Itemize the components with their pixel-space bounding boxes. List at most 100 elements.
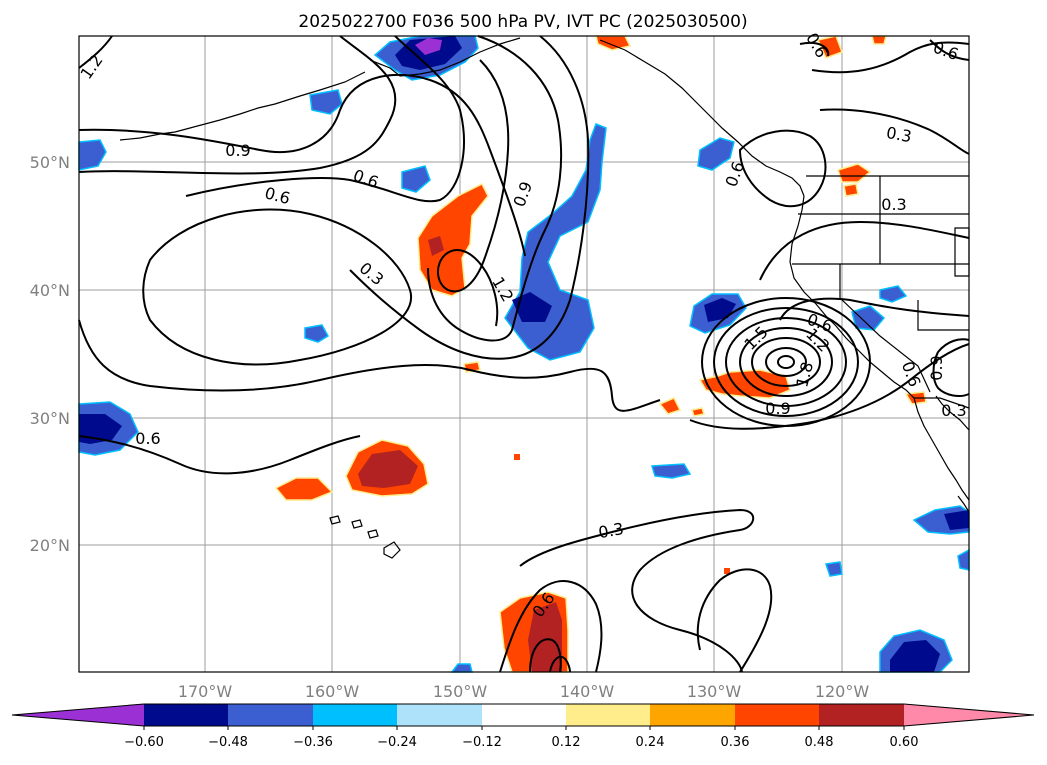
colorbar-extend-max — [904, 704, 1034, 726]
colorbar-bin — [397, 704, 482, 726]
ivt-ring-0.6 — [713, 307, 859, 417]
ivt-contour-0.9-jet — [427, 35, 563, 342]
colorbar-extend-min — [12, 704, 144, 726]
colorbar-bin — [650, 704, 735, 726]
ivt-contour-0.3-mid — [142, 208, 413, 366]
ivt-contours — [78, 35, 970, 673]
pv-neg-core-118w-21n — [944, 510, 969, 530]
ivt-contour-0.6-lower — [78, 319, 661, 412]
colorbar-bin — [144, 704, 228, 726]
colorbar: −0.60 −0.48 −0.36 −0.24 −0.12 0.12 0.24 0.36 0.4… — [11, 703, 1035, 750]
pv-pos-core-hawaii-north — [358, 450, 418, 488]
pv-pos-patch-ne-corner — [816, 35, 843, 59]
colorbar-bin — [735, 704, 819, 726]
contour-label: 0.6 — [135, 429, 160, 448]
ivt-contour-0.6-ne — [811, 41, 970, 74]
colorbar-tick-label: 0.36 — [721, 735, 750, 750]
lat-label-40n: 40°N — [30, 281, 70, 300]
coastline-alaska — [369, 37, 521, 77]
border-az-east — [917, 300, 969, 331]
pv-pos-streamer-core — [428, 236, 444, 256]
pv-pos-patch-133w-30n — [691, 407, 705, 417]
ivt-contour-0.3-south-loop — [499, 580, 603, 673]
pv-pos-dot-128w-17n — [724, 568, 730, 574]
pv-neg-patch-168w — [304, 324, 330, 343]
coastlines — [119, 37, 970, 559]
colorbar-tick-label: 0.48 — [805, 735, 834, 750]
figure-title: 2025022700 F036 500 hPa PV, IVT PC (2025… — [298, 12, 747, 32]
colorbar-tick-label: −0.12 — [462, 735, 502, 750]
ivt-contour-0.9-east-ring — [932, 338, 970, 397]
pv-pos-streamer — [417, 182, 489, 297]
border-us-mexico — [914, 397, 970, 409]
contour-label: 0.3 — [885, 123, 913, 146]
pv-neg-patch-gulf-small — [309, 89, 343, 115]
ivt-ring-0.9 — [725, 317, 847, 407]
ivt-contour-0.3-sw-east — [696, 568, 773, 673]
ivt-contour-0.6-loop — [185, 35, 465, 203]
colorbar-bin — [313, 704, 397, 726]
pv-pos-patch-bc-tiny — [843, 183, 859, 197]
pv-neg-patch-bc — [697, 137, 735, 171]
pv-pos-patch-cutoff-low — [698, 369, 791, 399]
lat-label-30n: 30°N — [30, 409, 70, 428]
colorbar-tick-label: 0.12 — [552, 735, 581, 750]
contour-label: 0.3 — [597, 519, 625, 542]
lat-labels: 50°N 40°N 30°N 20°N — [30, 153, 70, 555]
hawaii-maui — [367, 529, 379, 539]
lon-label-170w: 170°W — [178, 682, 233, 701]
colorbar-bin — [228, 704, 313, 726]
pv-neg-patch-124w-16n — [825, 561, 843, 577]
colorbar-tick-label: 0.60 — [890, 735, 919, 750]
lon-label-150w: 150°W — [433, 682, 488, 701]
lat-label-20n: 20°N — [30, 536, 70, 555]
map-frame — [78, 35, 970, 673]
coastline-baja-east — [935, 395, 970, 431]
ivt-ring-1.2 — [739, 327, 833, 397]
lon-label-130w: 130°W — [687, 682, 742, 701]
hawaii-big-island — [383, 541, 401, 559]
colorbar-tick-label: 0.24 — [636, 735, 665, 750]
lat-label-50n: 50°N — [30, 153, 70, 172]
pv-neg-patch-50n-small — [401, 165, 431, 193]
pv-neg-patch-135w-26n — [651, 463, 692, 479]
colorbar-tick-label: −0.36 — [293, 735, 333, 750]
ivt-contour-0.3-east-ring — [759, 220, 970, 281]
ivt-contour-0.6-ne-small — [929, 39, 970, 61]
ivt-ring-2.1 — [777, 355, 795, 369]
ivt-contour-1.2-nw — [78, 35, 113, 69]
pv-pos-patch-ne-small — [871, 35, 887, 45]
coastline-mexico — [957, 495, 970, 513]
pv-neg-peak-alaska — [415, 38, 442, 55]
pv-neg-patch-121w-41n — [879, 285, 908, 303]
lon-label-160w: 160°W — [305, 682, 360, 701]
lon-labels: 170°W 160°W 150°W 140°W 130°W 120°W — [178, 682, 870, 701]
ivt-contour-1.2-jet — [437, 59, 510, 327]
coastline-se-alaska-bc — [599, 39, 805, 197]
map-panel: 1.2 0.9 0.6 0.6 0.3 0.9 1.2 0.6 0.3 0.3 … — [76, 29, 970, 673]
ivt-contour-0.6-south-inner — [529, 638, 562, 673]
pv-pos-patch-134w-31n — [658, 397, 682, 415]
colorbar-bin — [819, 704, 904, 726]
colorbar-bin — [482, 704, 566, 726]
ivt-ring-1.8 — [765, 347, 807, 377]
colorbar-tick-label: −0.24 — [377, 735, 417, 750]
ivt-contour-0.3-ne-bay — [799, 42, 830, 57]
lon-label-140w: 140°W — [560, 682, 615, 701]
pv-pos-patch-bc-small — [837, 163, 872, 183]
ivt-contour-0.6-south — [78, 435, 361, 475]
coastline-baja — [913, 397, 970, 501]
pv-fill-layer — [78, 35, 970, 673]
contour-label: 0.9 — [765, 399, 790, 418]
lon-label-120w: 120°W — [815, 682, 870, 701]
pv-pos-dot-145w-27n — [514, 454, 520, 460]
pv-neg-streamer-core — [512, 292, 552, 322]
border-ca-nv — [839, 264, 931, 393]
colorbar-tick-label: −0.48 — [208, 735, 248, 750]
ivt-ring-0.3 — [701, 297, 871, 427]
ivt-contour-0.3-ne-ring — [738, 129, 827, 208]
ivt-contour-0.6-north — [78, 35, 397, 175]
ivt-ring-1.5 — [751, 337, 821, 387]
colorbar-tick-label: −0.60 — [124, 735, 164, 750]
